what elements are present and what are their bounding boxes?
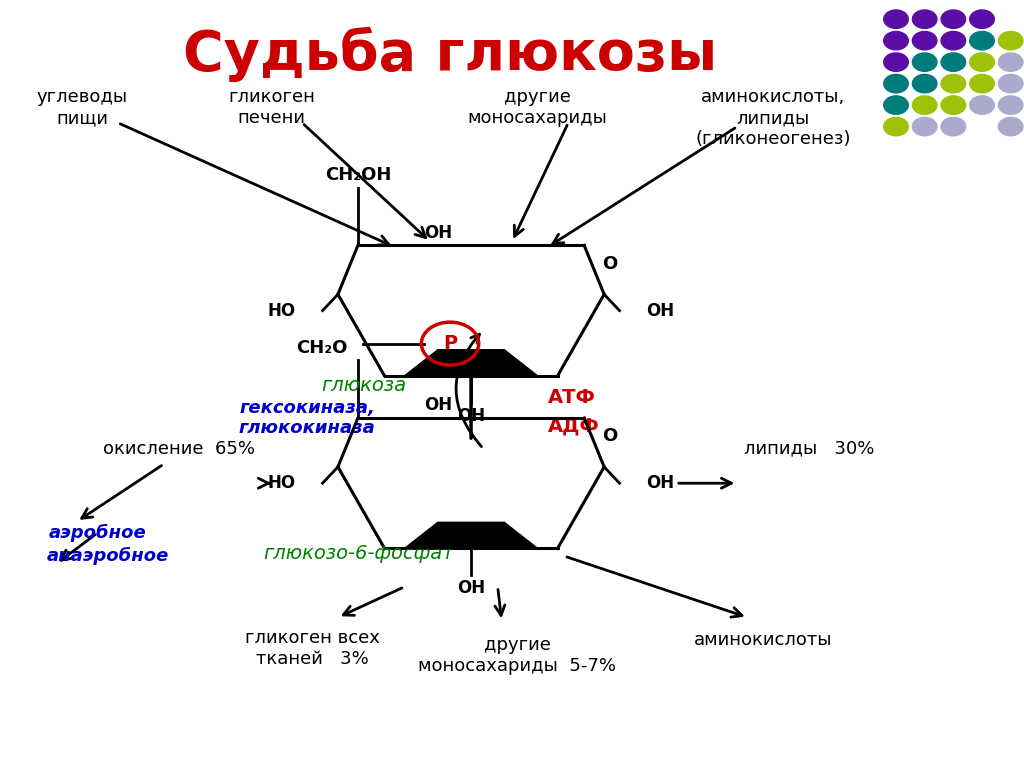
- Text: OH: OH: [457, 407, 485, 424]
- Circle shape: [912, 74, 937, 93]
- Text: HO: HO: [267, 301, 296, 320]
- Text: липиды   30%: липиды 30%: [743, 439, 874, 458]
- Text: гликоген всех
тканей   3%: гликоген всех тканей 3%: [245, 629, 380, 667]
- Circle shape: [970, 10, 994, 28]
- Text: Р: Р: [443, 334, 457, 353]
- Circle shape: [970, 53, 994, 71]
- Circle shape: [884, 53, 908, 71]
- Circle shape: [884, 10, 908, 28]
- Circle shape: [884, 96, 908, 114]
- Text: другие
моносахариды: другие моносахариды: [468, 88, 607, 127]
- Text: OH: OH: [646, 301, 675, 320]
- Text: OH: OH: [424, 224, 452, 242]
- Circle shape: [912, 31, 937, 50]
- Circle shape: [998, 117, 1023, 136]
- Text: аминокислоты: аминокислоты: [693, 631, 833, 650]
- Circle shape: [970, 74, 994, 93]
- Text: O: O: [602, 427, 617, 446]
- Circle shape: [941, 53, 966, 71]
- Text: гексокиназа,
глюкокиназа: гексокиназа, глюкокиназа: [239, 399, 376, 437]
- Text: углеводы
пищи: углеводы пищи: [37, 88, 127, 127]
- Text: глюкоза: глюкоза: [321, 376, 407, 394]
- Text: Судьба глюкозы: Судьба глюкозы: [183, 27, 718, 82]
- Circle shape: [912, 117, 937, 136]
- Circle shape: [970, 31, 994, 50]
- Text: CH₂O: CH₂O: [296, 339, 348, 357]
- Polygon shape: [404, 350, 538, 376]
- Polygon shape: [404, 522, 538, 548]
- Circle shape: [912, 53, 937, 71]
- Text: CH₂OH: CH₂OH: [325, 166, 391, 184]
- Circle shape: [941, 96, 966, 114]
- Circle shape: [998, 31, 1023, 50]
- Text: аэробное: аэробное: [48, 524, 146, 542]
- Text: анаэробное: анаэробное: [46, 547, 169, 565]
- Circle shape: [970, 96, 994, 114]
- Circle shape: [912, 96, 937, 114]
- Circle shape: [884, 117, 908, 136]
- Text: OH: OH: [424, 397, 452, 414]
- Circle shape: [941, 117, 966, 136]
- Text: АТФ: АТФ: [548, 388, 596, 407]
- FancyArrowPatch shape: [456, 334, 481, 446]
- Text: HO: HO: [267, 474, 296, 492]
- Circle shape: [998, 96, 1023, 114]
- Circle shape: [998, 53, 1023, 71]
- Text: другие
моносахариды  5-7%: другие моносахариды 5-7%: [418, 637, 616, 675]
- Circle shape: [884, 74, 908, 93]
- Circle shape: [941, 31, 966, 50]
- Text: аминокислоты,
липиды
(гликонеогенез): аминокислоты, липиды (гликонеогенез): [695, 88, 851, 148]
- Text: окисление  65%: окисление 65%: [103, 439, 255, 458]
- Text: глюкозо-6-фосфат: глюкозо-6-фосфат: [263, 545, 454, 563]
- Circle shape: [912, 10, 937, 28]
- Circle shape: [941, 74, 966, 93]
- Circle shape: [941, 10, 966, 28]
- Circle shape: [884, 31, 908, 50]
- Text: OH: OH: [646, 474, 675, 492]
- Text: OH: OH: [457, 579, 485, 597]
- Circle shape: [998, 74, 1023, 93]
- Text: АДФ: АДФ: [548, 416, 600, 435]
- Text: O: O: [602, 255, 617, 273]
- Text: гликоген
печени: гликоген печени: [228, 88, 314, 127]
